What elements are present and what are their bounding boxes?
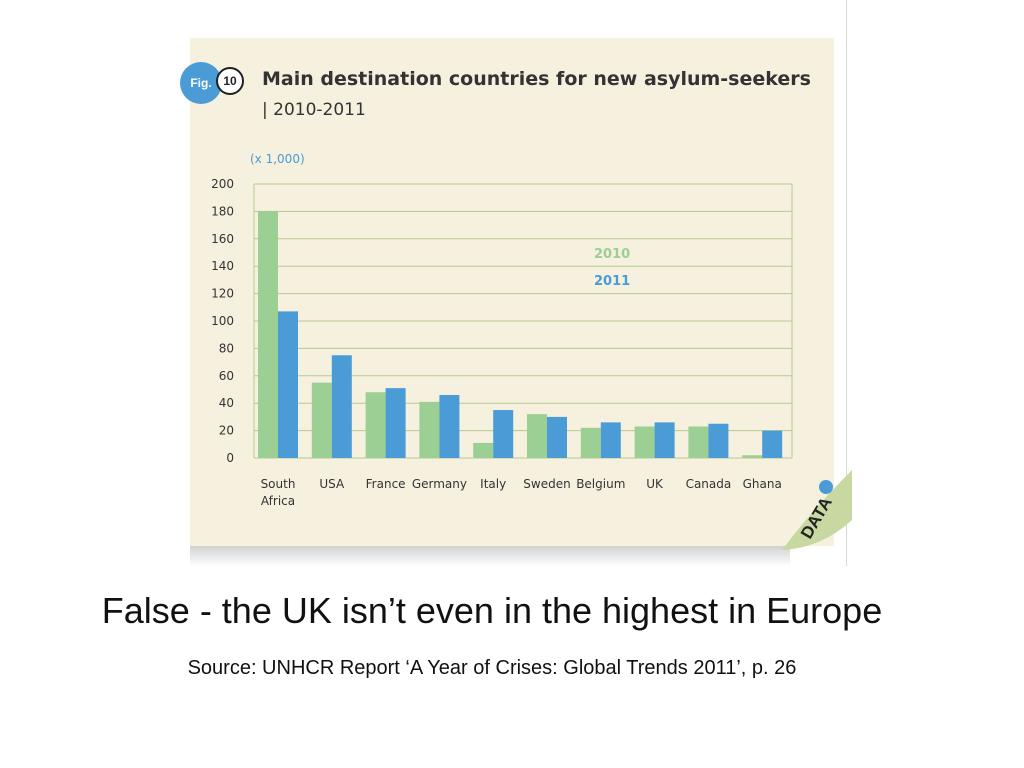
- bar-2010-3: [419, 401, 440, 458]
- bar-2010-2: [365, 392, 386, 458]
- fig-badge-label: Fig.: [190, 76, 212, 90]
- bar-2011-9: [762, 430, 783, 458]
- bar-2010-1: [311, 382, 332, 458]
- slide-divider: [846, 0, 847, 566]
- page-curl-shape: [782, 470, 852, 550]
- x-tick-label: France: [366, 477, 406, 491]
- y-tick-label: 100: [211, 314, 234, 328]
- x-tick-label: South: [261, 477, 296, 491]
- y-tick-label: 0: [226, 451, 234, 465]
- y-tick-label: 120: [211, 287, 234, 301]
- bar-2011-8: [708, 423, 729, 458]
- bar-2011-0: [278, 311, 298, 458]
- data-badge-icon: DATA: [782, 470, 852, 550]
- fig-number: 10: [223, 74, 237, 88]
- bar-2011-6: [600, 422, 621, 458]
- bar-2010-4: [473, 442, 494, 458]
- bar-2010-8: [688, 426, 709, 458]
- x-tick-label: Canada: [686, 477, 732, 491]
- data-badge-dot: [819, 480, 833, 494]
- x-tick-label: UK: [646, 477, 664, 491]
- x-tick-label: Belgium: [576, 477, 625, 491]
- y-tick-label: 40: [219, 396, 234, 410]
- y-tick-label: 80: [219, 341, 234, 355]
- y-tick-label: 20: [219, 424, 234, 438]
- x-tick-label: Sweden: [523, 477, 570, 491]
- legend-entry-2010: 2010: [594, 247, 630, 262]
- figure-card: [190, 38, 834, 546]
- bar-2010-6: [580, 427, 601, 458]
- bar-2010-5: [527, 414, 547, 458]
- caption-source: Source: UNHCR Report ‘A Year of Crises: …: [187, 657, 797, 679]
- y-tick-label: 200: [211, 177, 234, 191]
- y-tick-label: 60: [219, 369, 234, 383]
- x-tick-label: USA: [319, 477, 345, 491]
- legend-entry-2011: 2011: [594, 274, 630, 289]
- bar-chart: 0 20 40 60 80 100 120 140 160 180 200 South Africa US…: [211, 177, 793, 508]
- caption-main: False - the UK isn’t even in the highest…: [101, 590, 883, 631]
- y-tick-label: 160: [211, 232, 234, 246]
- bar-2011-4: [493, 410, 514, 458]
- x-tick-label: Africa: [261, 494, 295, 508]
- bar-2011-3: [439, 394, 460, 458]
- bar-2010-9: [742, 455, 763, 458]
- bar-2011-5: [547, 416, 567, 458]
- x-tick-label: Italy: [480, 477, 506, 491]
- bar-2010-7: [634, 426, 655, 458]
- x-tick-label: Germany: [412, 477, 467, 491]
- y-axis-unit-label: (x 1,000): [250, 152, 305, 166]
- fig-number-badge: 10: [216, 67, 244, 95]
- fig-badge: Fig.: [180, 62, 222, 104]
- bar-2011-2: [385, 388, 406, 458]
- bar-2011-7: [654, 422, 675, 458]
- y-tick-label: 140: [211, 259, 234, 273]
- x-tick-label: Ghana: [743, 477, 782, 491]
- bar-2010-0: [258, 211, 278, 458]
- y-tick-label: 180: [211, 204, 234, 218]
- figure-shadow: [190, 546, 790, 566]
- chart-subtitle: | 2010-2011: [262, 100, 366, 120]
- bar-2011-1: [331, 355, 352, 458]
- chart-title: Main destination countries for new asylu…: [262, 68, 811, 90]
